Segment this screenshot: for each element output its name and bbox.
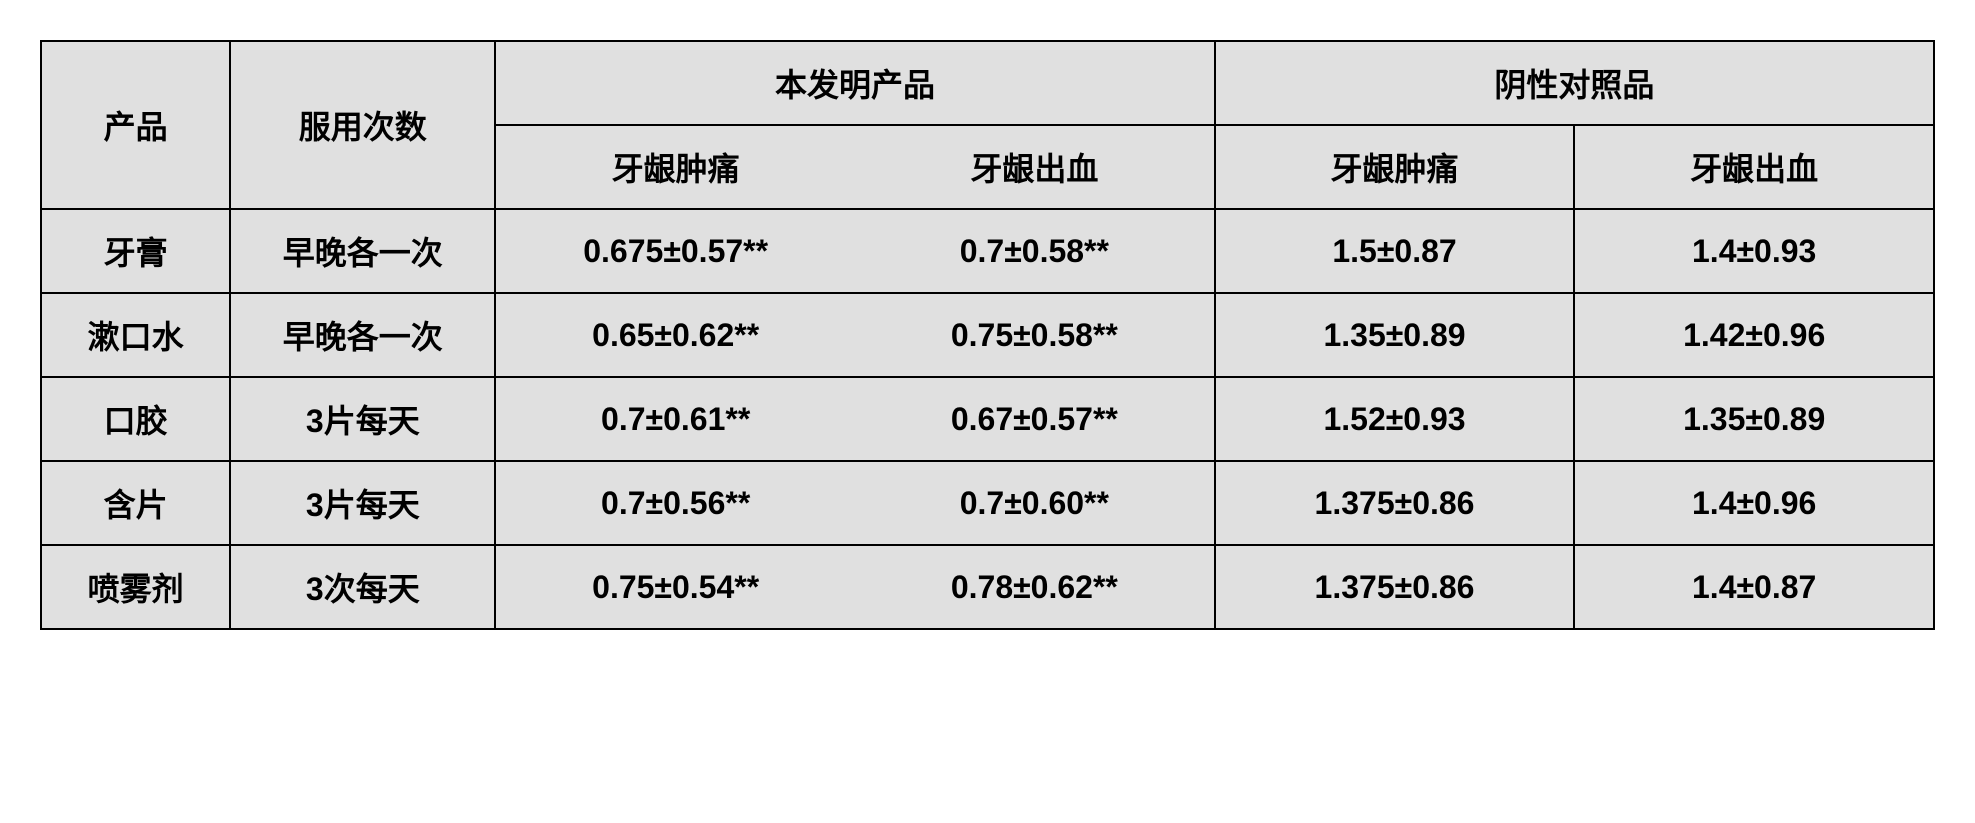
cell-ctrl-swelling: 1.52±0.93 (1215, 377, 1575, 461)
cell-ctrl-bleeding: 1.35±0.89 (1574, 377, 1934, 461)
header-dosage: 服用次数 (230, 41, 495, 209)
table-row: 漱口水 早晚各一次 0.65±0.62** 0.75±0.58** 1.35±0… (41, 293, 1934, 377)
cell-dosage: 早晚各一次 (230, 209, 495, 293)
header-inv-bleeding: 牙龈出血 (855, 126, 1214, 208)
header-product: 产品 (41, 41, 230, 209)
cell-inv-swelling: 0.75±0.54** (496, 551, 855, 624)
cell-ctrl-bleeding: 1.4±0.96 (1574, 461, 1934, 545)
header-inv-swelling: 牙龈肿痛 (496, 126, 855, 208)
cell-dosage: 3次每天 (230, 545, 495, 629)
cell-invention-pair: 0.675±0.57** 0.7±0.58** (495, 209, 1214, 293)
cell-dosage: 3片每天 (230, 461, 495, 545)
table-row: 喷雾剂 3次每天 0.75±0.54** 0.78±0.62** 1.375±0… (41, 545, 1934, 629)
header-group-invention: 本发明产品 (495, 41, 1214, 125)
cell-inv-bleeding: 0.75±0.58** (855, 299, 1214, 372)
cell-ctrl-swelling: 1.375±0.86 (1215, 545, 1575, 629)
cell-ctrl-swelling: 1.5±0.87 (1215, 209, 1575, 293)
header-invention-subcols: 牙龈肿痛 牙龈出血 (495, 125, 1214, 209)
cell-product: 喷雾剂 (41, 545, 230, 629)
cell-inv-swelling: 0.65±0.62** (496, 299, 855, 372)
cell-inv-bleeding: 0.67±0.57** (855, 383, 1214, 456)
cell-ctrl-bleeding: 1.4±0.87 (1574, 545, 1934, 629)
header-row-1: 产品 服用次数 本发明产品 阴性对照品 (41, 41, 1934, 125)
cell-ctrl-bleeding: 1.4±0.93 (1574, 209, 1934, 293)
cell-inv-swelling: 0.7±0.61** (496, 383, 855, 456)
table-row: 口胶 3片每天 0.7±0.61** 0.67±0.57** 1.52±0.93… (41, 377, 1934, 461)
cell-product: 含片 (41, 461, 230, 545)
cell-invention-pair: 0.7±0.56** 0.7±0.60** (495, 461, 1214, 545)
cell-inv-swelling: 0.675±0.57** (496, 215, 855, 288)
cell-ctrl-swelling: 1.375±0.86 (1215, 461, 1575, 545)
cell-product: 口胶 (41, 377, 230, 461)
cell-product: 漱口水 (41, 293, 230, 377)
data-table: 产品 服用次数 本发明产品 阴性对照品 牙龈肿痛 牙龈出血 牙龈肿痛 牙龈出血 … (40, 40, 1935, 630)
table-row: 含片 3片每天 0.7±0.56** 0.7±0.60** 1.375±0.86… (41, 461, 1934, 545)
table-header: 产品 服用次数 本发明产品 阴性对照品 牙龈肿痛 牙龈出血 牙龈肿痛 牙龈出血 (41, 41, 1934, 209)
cell-ctrl-swelling: 1.35±0.89 (1215, 293, 1575, 377)
table-body: 牙膏 早晚各一次 0.675±0.57** 0.7±0.58** 1.5±0.8… (41, 209, 1934, 629)
table-row: 牙膏 早晚各一次 0.675±0.57** 0.7±0.58** 1.5±0.8… (41, 209, 1934, 293)
cell-invention-pair: 0.7±0.61** 0.67±0.57** (495, 377, 1214, 461)
cell-product: 牙膏 (41, 209, 230, 293)
cell-inv-swelling: 0.7±0.56** (496, 467, 855, 540)
header-group-control: 阴性对照品 (1215, 41, 1934, 125)
cell-inv-bleeding: 0.7±0.60** (855, 467, 1214, 540)
header-ctrl-bleeding: 牙龈出血 (1574, 125, 1934, 209)
cell-invention-pair: 0.75±0.54** 0.78±0.62** (495, 545, 1214, 629)
cell-invention-pair: 0.65±0.62** 0.75±0.58** (495, 293, 1214, 377)
cell-inv-bleeding: 0.78±0.62** (855, 551, 1214, 624)
header-ctrl-swelling: 牙龈肿痛 (1215, 125, 1575, 209)
cell-ctrl-bleeding: 1.42±0.96 (1574, 293, 1934, 377)
cell-dosage: 早晚各一次 (230, 293, 495, 377)
cell-inv-bleeding: 0.7±0.58** (855, 215, 1214, 288)
cell-dosage: 3片每天 (230, 377, 495, 461)
